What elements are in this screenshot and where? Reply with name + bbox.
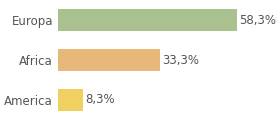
Text: 8,3%: 8,3%: [86, 93, 115, 106]
Text: 33,3%: 33,3%: [162, 54, 199, 66]
Text: 58,3%: 58,3%: [239, 14, 276, 27]
Bar: [58, 9, 237, 31]
Bar: [58, 89, 83, 111]
Bar: [58, 49, 160, 71]
